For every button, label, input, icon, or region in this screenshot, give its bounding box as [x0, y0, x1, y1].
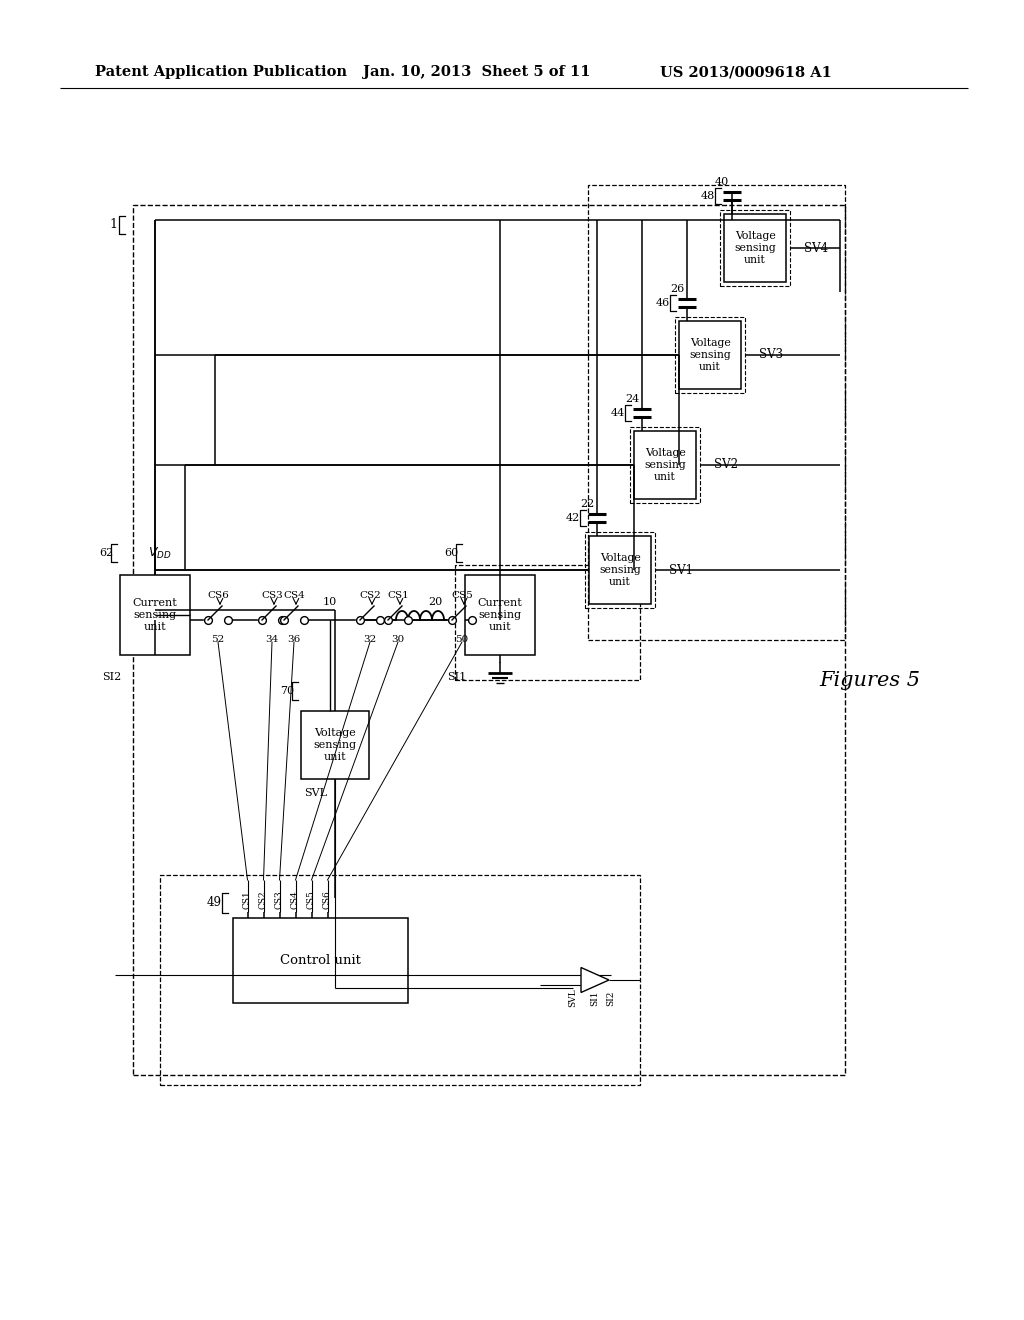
Bar: [160, 875, 640, 1085]
Text: CS4: CS4: [283, 591, 305, 601]
Text: CS2: CS2: [259, 890, 268, 908]
Text: 1: 1: [109, 219, 117, 231]
Text: 26: 26: [670, 284, 684, 294]
Text: 60: 60: [443, 548, 458, 558]
Text: 62: 62: [99, 548, 113, 558]
Text: SV1: SV1: [669, 564, 693, 577]
Text: 52: 52: [211, 635, 224, 644]
Bar: [630, 426, 700, 503]
Text: 22: 22: [580, 499, 594, 510]
Text: 70: 70: [280, 686, 294, 696]
Bar: [589, 536, 651, 605]
Bar: [465, 576, 535, 655]
Text: Voltage
sensing
unit: Voltage sensing unit: [313, 729, 356, 762]
Text: CS5: CS5: [307, 890, 316, 909]
Text: CS6: CS6: [207, 591, 229, 601]
Bar: [634, 432, 696, 499]
Text: SI2: SI2: [606, 990, 615, 1006]
Text: 34: 34: [265, 635, 279, 644]
Text: CS4: CS4: [291, 890, 300, 909]
Text: Figures 5: Figures 5: [819, 671, 921, 689]
Text: CS2: CS2: [359, 591, 381, 601]
Bar: [588, 185, 845, 640]
Text: Patent Application Publication: Patent Application Publication: [95, 65, 347, 79]
Text: 46: 46: [656, 298, 670, 308]
Circle shape: [449, 616, 456, 623]
Text: CS1: CS1: [387, 591, 409, 601]
Text: Voltage
sensing
unit: Voltage sensing unit: [599, 553, 641, 586]
Text: $V_{DD}$: $V_{DD}$: [148, 545, 172, 561]
Text: SVL: SVL: [304, 788, 327, 799]
Circle shape: [281, 616, 288, 623]
Text: 30: 30: [391, 635, 404, 644]
Text: 48: 48: [700, 191, 715, 201]
Text: Jan. 10, 2013  Sheet 5 of 11: Jan. 10, 2013 Sheet 5 of 11: [362, 65, 591, 79]
Text: SV3: SV3: [759, 348, 783, 362]
Text: 36: 36: [288, 635, 301, 644]
Circle shape: [258, 616, 265, 623]
Text: Current
sensing
unit: Current sensing unit: [133, 598, 177, 631]
Circle shape: [356, 616, 364, 623]
Text: 40: 40: [715, 177, 729, 187]
Text: 50: 50: [456, 635, 469, 644]
Text: SI2: SI2: [102, 672, 122, 682]
Bar: [301, 711, 369, 779]
Text: Voltage
sensing
unit: Voltage sensing unit: [689, 338, 731, 372]
Text: Current
sensing
unit: Current sensing unit: [477, 598, 522, 631]
Text: SV4: SV4: [804, 242, 828, 255]
Text: 44: 44: [611, 408, 625, 418]
Text: SVL: SVL: [568, 989, 578, 1007]
Text: CS3: CS3: [275, 890, 284, 908]
Text: SI1: SI1: [591, 990, 599, 1006]
Text: SI1: SI1: [447, 672, 467, 682]
Text: CS5: CS5: [452, 591, 473, 601]
Text: 32: 32: [364, 635, 377, 644]
Bar: [724, 214, 786, 282]
Bar: [120, 576, 190, 655]
Circle shape: [205, 616, 212, 623]
Text: Control unit: Control unit: [280, 953, 360, 966]
Bar: [720, 210, 790, 286]
Polygon shape: [581, 968, 609, 993]
Text: SV2: SV2: [714, 458, 738, 471]
Text: CS1: CS1: [243, 890, 252, 909]
Text: Voltage
sensing
unit: Voltage sensing unit: [734, 231, 776, 264]
Bar: [232, 917, 408, 1002]
Text: 42: 42: [566, 513, 581, 523]
Bar: [133, 205, 845, 1074]
Text: Voltage
sensing
unit: Voltage sensing unit: [644, 449, 686, 482]
Text: 20: 20: [428, 597, 442, 607]
Text: CS6: CS6: [323, 890, 332, 909]
Text: 24: 24: [625, 393, 639, 404]
Bar: [585, 532, 655, 609]
Bar: [679, 321, 741, 389]
Text: US 2013/0009618 A1: US 2013/0009618 A1: [660, 65, 831, 79]
Bar: [455, 565, 640, 680]
Text: 10: 10: [323, 597, 337, 607]
Bar: [675, 317, 745, 393]
Circle shape: [384, 616, 391, 623]
Text: CS3: CS3: [261, 591, 283, 601]
Text: 49: 49: [207, 896, 222, 909]
